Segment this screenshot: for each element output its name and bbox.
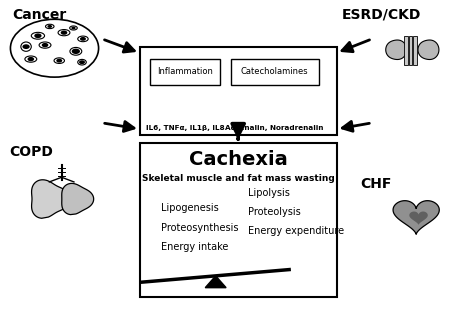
Bar xyxy=(413,36,417,65)
Circle shape xyxy=(56,59,62,63)
Polygon shape xyxy=(418,40,439,59)
Ellipse shape xyxy=(78,36,88,42)
Circle shape xyxy=(42,43,48,47)
Circle shape xyxy=(72,49,80,54)
Ellipse shape xyxy=(21,42,31,51)
Circle shape xyxy=(80,37,86,41)
Ellipse shape xyxy=(58,30,70,36)
Polygon shape xyxy=(205,276,226,288)
Circle shape xyxy=(79,60,85,64)
Ellipse shape xyxy=(25,56,36,62)
Text: Proteosynthesis: Proteosynthesis xyxy=(161,223,239,233)
Text: Skeletal muscle and fat mass wasting: Skeletal muscle and fat mass wasting xyxy=(142,174,335,183)
Ellipse shape xyxy=(54,58,64,63)
Text: Proteolysis: Proteolysis xyxy=(247,207,301,217)
Circle shape xyxy=(22,44,30,49)
FancyBboxPatch shape xyxy=(150,59,220,85)
Circle shape xyxy=(34,33,42,38)
Ellipse shape xyxy=(70,48,82,55)
Ellipse shape xyxy=(39,42,51,48)
Text: Inflammation: Inflammation xyxy=(157,67,213,76)
Circle shape xyxy=(27,57,34,61)
Ellipse shape xyxy=(31,32,45,39)
Polygon shape xyxy=(393,201,439,234)
Text: Cachexia: Cachexia xyxy=(189,150,288,169)
Text: Catecholamines: Catecholamines xyxy=(241,67,309,76)
Text: Lipolysis: Lipolysis xyxy=(247,188,290,198)
Text: Energy expenditure: Energy expenditure xyxy=(247,226,344,236)
Ellipse shape xyxy=(70,26,77,30)
Circle shape xyxy=(71,26,76,30)
Polygon shape xyxy=(410,211,428,225)
Polygon shape xyxy=(62,183,94,215)
Text: IL6, TNFα, IL1β, IL8: IL6, TNFα, IL1β, IL8 xyxy=(146,124,225,131)
Bar xyxy=(404,36,408,65)
Text: COPD: COPD xyxy=(9,145,54,159)
FancyBboxPatch shape xyxy=(140,47,337,135)
FancyBboxPatch shape xyxy=(231,59,319,85)
Text: Cancer: Cancer xyxy=(12,8,66,22)
FancyBboxPatch shape xyxy=(140,143,337,297)
Bar xyxy=(409,36,412,65)
Circle shape xyxy=(10,19,99,77)
Text: Adrenalin, Noradrenalin: Adrenalin, Noradrenalin xyxy=(226,124,324,131)
Ellipse shape xyxy=(78,59,86,65)
Text: Lipogenesis: Lipogenesis xyxy=(161,203,219,213)
Ellipse shape xyxy=(46,24,54,29)
Polygon shape xyxy=(32,180,71,218)
Text: CHF: CHF xyxy=(360,177,392,191)
Text: Energy intake: Energy intake xyxy=(161,242,228,252)
Circle shape xyxy=(47,25,52,28)
Circle shape xyxy=(61,30,67,35)
Text: ESRD/CKD: ESRD/CKD xyxy=(341,8,420,22)
Polygon shape xyxy=(386,40,407,59)
